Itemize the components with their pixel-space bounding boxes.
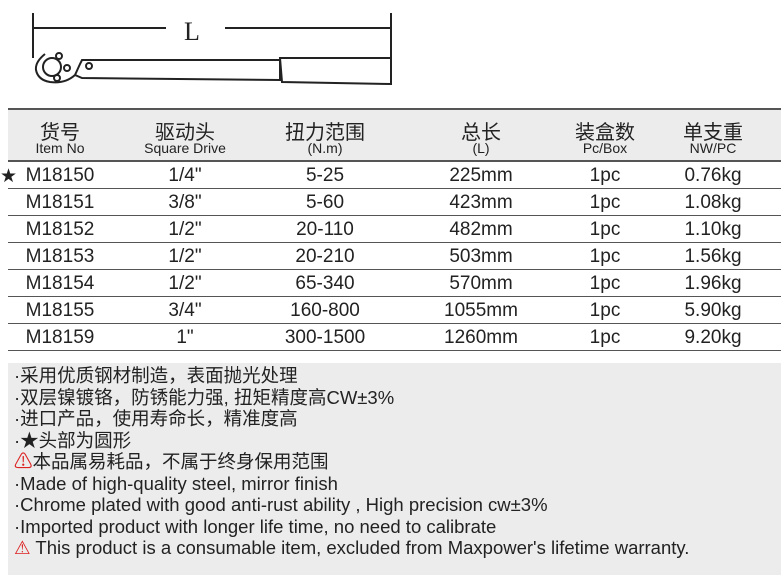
table-cell: 482mm	[449, 219, 513, 240]
header-cn: 装盒数	[575, 122, 635, 144]
bullet-icon: ·	[14, 515, 21, 537]
header-cn: 货号	[40, 122, 80, 144]
note-text: 采用优质钢材制造，表面抛光处理	[20, 365, 298, 386]
table-cell: 300-1500	[284, 327, 366, 348]
note-item: ·采用优质钢材制造，表面抛光处理	[8, 365, 781, 387]
table-cell: 1.10kg	[684, 219, 742, 240]
table-row: ★ M18150 1/4" 5-25 225mm 1pc 0.76kg	[0, 162, 781, 189]
bullet-icon: ·	[14, 494, 21, 515]
note-text: Made of high-quality steel, mirror finis…	[20, 472, 338, 494]
table-row: M18155 3/4" 160-800 1055mm 1pc 5.90kg	[8, 297, 781, 324]
table-cell: 1260mm	[444, 327, 518, 348]
note-item: ·进口产品，使用寿命长，精准度高	[8, 408, 781, 430]
header-cn: 单支重	[683, 122, 743, 144]
table-cell: 1/4"	[168, 165, 202, 186]
table-cell: 1"	[176, 327, 194, 348]
table-cell: 20-110	[296, 219, 354, 240]
star-icon: ★	[0, 166, 18, 187]
table-cell: M18159	[25, 327, 95, 348]
header-en: NW/PC	[689, 140, 737, 156]
table-cell: 3/4"	[168, 300, 202, 321]
note-item: ·★头部为圆形	[8, 430, 781, 452]
table-row: M18154 1/2" 65-340 570mm 1pc 1.96kg	[8, 270, 781, 297]
note-text: ★头部为圆形	[20, 429, 132, 451]
note-item: ·双层镍镀铬，防锈能力强, 扭矩精度高CW±3%	[8, 387, 781, 409]
table-cell: 20-210	[295, 246, 355, 267]
table-row: M18151 3/8" 5-60 423mm 1pc 1.08kg	[8, 189, 781, 216]
header-en: (L)	[472, 140, 490, 156]
header-en: Square Drive	[144, 140, 226, 156]
table-cell: 1pc	[589, 327, 621, 348]
table-cell: 1pc	[589, 300, 621, 321]
table-cell: 423mm	[449, 192, 513, 213]
note-text: Imported product with longer life time, …	[20, 515, 497, 537]
table-cell: 225mm	[449, 165, 513, 186]
table-cell: 1/2"	[168, 246, 202, 267]
note-text: 双层镍镀铬，防锈能力强, 扭矩精度高CW±3%	[20, 386, 395, 408]
warning-icon: ⚠	[14, 451, 33, 472]
table-cell: 9.20kg	[684, 327, 742, 348]
table-cell: 1/2"	[168, 273, 202, 294]
header-en: (N.m)	[307, 140, 343, 156]
table-cell: 1.96kg	[684, 273, 742, 294]
note-text: Chrome plated with good anti-rust abilit…	[20, 494, 548, 515]
note-text: 本品属易耗品，不属于终身保用范围	[32, 451, 329, 472]
table-cell: M18154	[25, 273, 95, 294]
table-cell: 1/2"	[168, 219, 202, 240]
table-cell: 570mm	[449, 273, 513, 294]
note-item: ⚠ This product is a consumable item, exc…	[8, 537, 781, 559]
wrench-diagram: L	[32, 13, 392, 86]
header-en: Pc/Box	[582, 140, 628, 156]
table-cell: 5-25	[305, 165, 345, 186]
table-row: M18153 1/2" 20-210 503mm 1pc 1.56kg	[8, 243, 781, 270]
table-cell: 1pc	[589, 273, 621, 294]
table-cell: 160-800	[290, 300, 360, 321]
note-item: ⚠本品属易耗品，不属于终身保用范围	[8, 451, 781, 473]
table-cell: 3/8"	[168, 192, 202, 213]
table-cell: 65-340	[295, 273, 355, 294]
header-cn: 总长	[461, 122, 501, 144]
header-cn: 驱动头	[155, 122, 215, 144]
note-item: ·Chrome plated with good anti-rust abili…	[8, 494, 781, 516]
bullet-icon: ·	[14, 429, 21, 451]
table-cell: 1055mm	[444, 300, 518, 321]
note-text: This product is a consumable item, exclu…	[30, 537, 690, 558]
note-text: 进口产品，使用寿命长，精准度高	[20, 408, 298, 429]
table-row: M18152 1/2" 20-110 482mm 1pc 1.10kg	[8, 216, 781, 243]
spec-table: 货号 Item No 驱动头 Square Drive 扭力范围 (N.m) 总长 (L) 装盒…	[0, 108, 781, 351]
table-cell: 5.90kg	[684, 300, 742, 321]
table-cell: 1pc	[589, 219, 621, 240]
dimension-label: L	[184, 17, 200, 46]
bullet-icon: ·	[14, 408, 21, 429]
bullet-icon: ·	[14, 365, 21, 386]
table-cell: 503mm	[449, 246, 513, 267]
table-cell: 1pc	[589, 192, 621, 213]
table-cell: M18150	[25, 165, 95, 186]
table-cell: M18155	[25, 300, 95, 321]
header-en: Item No	[35, 140, 85, 156]
table-cell: 1pc	[589, 246, 621, 267]
note-item: ·Made of high-quality steel, mirror fini…	[8, 473, 781, 495]
bullet-icon: ·	[14, 386, 21, 408]
notes-panel: ·采用优质钢材制造，表面抛光处理 ·双层镍镀铬，防锈能力强, 扭矩精度高CW±3%…	[8, 363, 781, 575]
warning-icon: ⚠	[14, 537, 31, 558]
table-cell: 5-60	[305, 192, 345, 213]
table-cell: M18152	[25, 219, 95, 240]
note-item: ·Imported product with longer life time,…	[8, 516, 781, 538]
table-cell: M18151	[25, 192, 95, 213]
table-header: 货号 Item No 驱动头 Square Drive 扭力范围 (N.m) 总长 (L) 装盒…	[8, 108, 781, 162]
table-row: M18159 1" 300-1500 1260mm 1pc 9.20kg	[8, 324, 781, 351]
table-cell: 1pc	[589, 165, 621, 186]
table-cell: 0.76kg	[684, 165, 742, 186]
header-cn: 扭力范围	[285, 122, 365, 144]
table-cell: M18153	[25, 246, 95, 267]
table-cell: 1.08kg	[684, 192, 742, 213]
bullet-icon: ·	[14, 472, 21, 494]
table-cell: 1.56kg	[684, 246, 742, 267]
